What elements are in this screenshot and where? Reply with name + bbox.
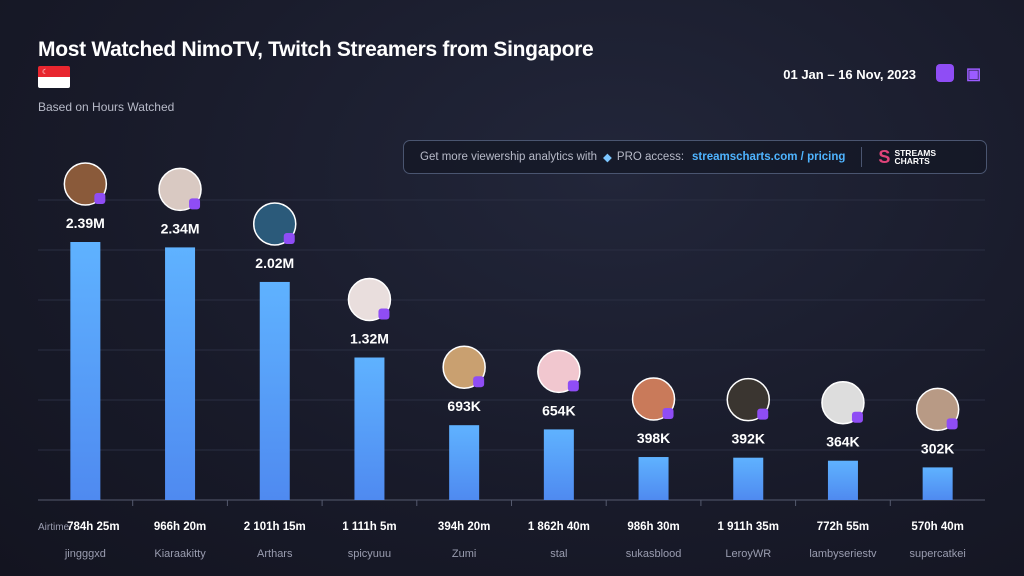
airtime-value: 1 911h 35m [718, 521, 779, 533]
value-label: 693K [447, 398, 480, 414]
logo-line1: STREAMS [894, 148, 936, 158]
airtime-value: 394h 20m [438, 521, 490, 533]
bar-stal [543, 429, 574, 500]
twitch-badge-icon [378, 308, 390, 320]
promo-text: Get more viewership analytics with [420, 151, 598, 163]
promo-pro: PRO access: [616, 151, 685, 163]
page-title: Most Watched NimoTV, Twitch Streamers fr… [38, 38, 594, 61]
value-label: 1.32M [350, 331, 389, 347]
twitch-badge-icon [851, 411, 863, 423]
airtime-value: 1 862h 40m [528, 521, 590, 533]
subtitle: Based on Hours Watched [38, 100, 175, 114]
diamond-icon: ◆ [603, 152, 612, 164]
value-label: 2.02M [255, 255, 294, 271]
twitch-badge-icon [283, 232, 295, 244]
x-tick-label: sukasblood [626, 548, 682, 560]
value-label: 398K [637, 430, 670, 446]
bar-sukasblood [638, 457, 669, 500]
x-tick-label: spicyuuu [348, 548, 391, 560]
value-label: 2.39M [66, 215, 105, 231]
value-label: 302K [921, 440, 954, 456]
divider [861, 147, 863, 167]
value-label: 654K [542, 402, 575, 418]
twitch-badge-icon [757, 408, 769, 420]
logo-line2: CHARTS [894, 156, 930, 166]
x-tick-label: jingggxd [64, 548, 106, 560]
airtime-value: 986h 30m [627, 521, 679, 533]
airtime-value: 772h 55m [817, 521, 869, 533]
bar-spicyuuu [354, 357, 385, 500]
x-tick-label: supercatkei [910, 548, 966, 560]
value-label: 392K [732, 431, 765, 447]
bar-lambyseriestv [827, 460, 858, 500]
bar-LeroyWR [733, 457, 764, 500]
airtime-value: 784h 25m [67, 521, 119, 533]
bar-Arthars [259, 281, 290, 500]
twitch-badge-icon [567, 380, 579, 392]
airtime-label: Airtime: [38, 522, 72, 533]
singapore-flag-icon: ☾ [38, 66, 70, 88]
airtime-value: 570h 40m [911, 521, 963, 533]
x-tick-label: Arthars [257, 548, 293, 560]
value-label: 364K [826, 434, 859, 450]
streamscharts-logo: S STREAMS CHARTS [878, 148, 936, 166]
airtime-value: 2 101h 15m [244, 521, 306, 533]
airtime-value: 966h 20m [154, 521, 206, 533]
x-tick-label: stal [550, 548, 567, 560]
value-label: 2.34M [161, 220, 200, 236]
twitch-badge-icon [662, 408, 674, 420]
twitch-badge-icon [189, 198, 201, 210]
twitch-badge-icon [946, 418, 958, 430]
x-tick-label: LeroyWR [725, 548, 771, 560]
bar-Zumi [449, 425, 480, 500]
nimotv-icon [936, 64, 954, 82]
x-tick-label: lambyseriestv [809, 548, 877, 560]
x-tick-label: Kiaraakitty [154, 548, 206, 560]
twitch-icon: ▣ [966, 66, 982, 83]
date-range: 01 Jan – 16 Nov, 2023 [783, 67, 916, 82]
bar-supercatkei [922, 467, 953, 500]
bar-jingggxd [70, 242, 101, 500]
airtime-value: 1 111h 5m [342, 521, 396, 533]
bar-Kiaraakitty [165, 247, 196, 500]
twitch-badge-icon [473, 376, 485, 388]
promo-banner: Get more viewership analytics with ◆ PRO… [403, 140, 987, 174]
twitch-badge-icon [94, 193, 106, 204]
x-tick-label: Zumi [452, 548, 476, 560]
pricing-link[interactable]: streamscharts.com / pricing [692, 151, 846, 163]
